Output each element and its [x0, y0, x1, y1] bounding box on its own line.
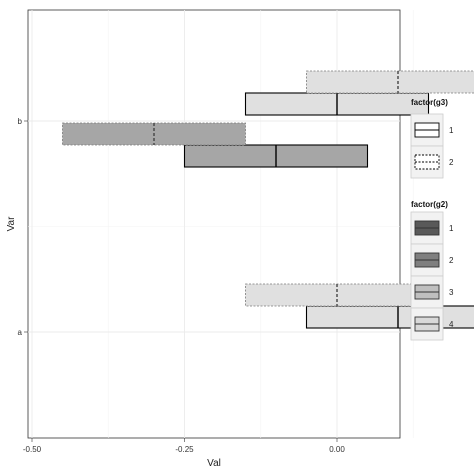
box-rect: [306, 70, 474, 94]
legend-key-g2-1: [410, 211, 444, 245]
legend-key-g3-1: [410, 113, 444, 147]
x-axis-title: Val: [207, 458, 221, 469]
x-axis: -0.50-0.250.000.250.50: [23, 438, 345, 454]
x-tick-label-1: -0.25: [175, 445, 194, 454]
legend-label-g2-4: 4: [449, 320, 454, 329]
legend-key-g3-2: [410, 145, 444, 179]
y-axis-title: Var: [6, 216, 17, 231]
box-b-g2-4-g3-1: [244, 92, 430, 116]
legend-title-g3: factor(g3): [411, 98, 448, 107]
legend-key-g2-2: [410, 243, 444, 277]
legend-label-g3-2: 2: [449, 158, 454, 167]
legend-key-g2-4: [410, 307, 444, 341]
legend-label-g2-2: 2: [449, 256, 454, 265]
boxes-layer: [62, 70, 474, 329]
box-a-g2-4-g3-2: [245, 283, 429, 307]
box-b-g2-4-g3-2: [306, 70, 474, 94]
y-axis: ab: [18, 117, 28, 337]
legend-label-g2-1: 1: [449, 224, 454, 233]
legend-title-g2: factor(g2): [411, 200, 448, 209]
x-tick-label-0: -0.50: [23, 445, 42, 454]
box-b-g2-2-g3-1: [183, 144, 369, 168]
x-tick-label-2: 0.00: [329, 445, 345, 454]
y-tick-label-b: b: [18, 117, 23, 126]
legend-key-g2-3: [410, 275, 444, 309]
box-b-g2-2-g3-2: [62, 122, 246, 146]
y-tick-label-a: a: [18, 328, 23, 337]
legend-label-g3-1: 1: [449, 126, 454, 135]
legend: factor(g3) 1 2 factor(g2) 1 2 3 4: [410, 98, 454, 341]
legend-label-g2-3: 3: [449, 288, 454, 297]
grid-lines: [28, 10, 414, 438]
